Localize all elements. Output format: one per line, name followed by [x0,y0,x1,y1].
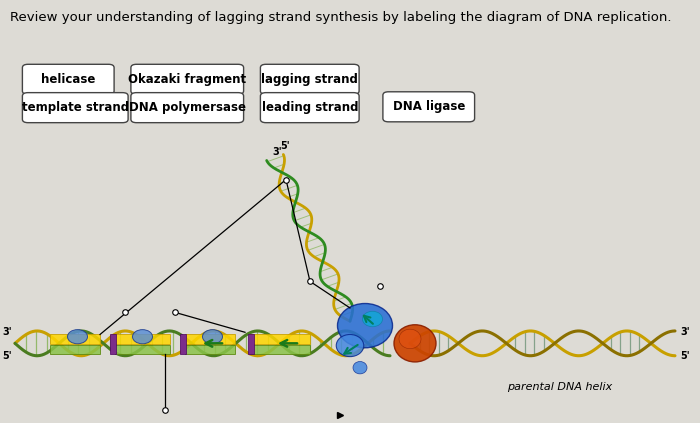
Bar [110,335,116,354]
Bar [115,345,170,354]
Text: lagging strand: lagging strand [261,73,358,86]
Bar [185,335,235,344]
Text: DNA ligase: DNA ligase [393,100,465,113]
Bar [185,345,235,354]
Ellipse shape [363,311,382,327]
Text: 3': 3' [272,147,282,157]
Circle shape [399,329,421,349]
Ellipse shape [132,330,153,344]
Bar [115,335,170,344]
Bar [50,345,100,354]
FancyBboxPatch shape [131,93,244,123]
Text: template strand: template strand [22,101,129,114]
Circle shape [394,325,436,362]
Text: 3': 3' [680,327,689,337]
FancyBboxPatch shape [131,64,244,94]
Text: parental DNA helix: parental DNA helix [508,382,612,392]
Bar [50,335,100,344]
FancyBboxPatch shape [260,64,359,94]
Text: helicase: helicase [41,73,95,86]
FancyBboxPatch shape [383,92,475,122]
Text: Review your understanding of lagging strand synthesis by labeling the diagram of: Review your understanding of lagging str… [10,11,672,24]
Text: 3': 3' [3,327,12,337]
Ellipse shape [202,330,223,344]
Bar [248,335,253,354]
Text: 5': 5' [680,351,689,361]
Bar [180,335,186,354]
Text: Okazaki fragment: Okazaki fragment [128,73,246,86]
FancyBboxPatch shape [22,64,114,94]
Ellipse shape [337,304,393,348]
Ellipse shape [67,330,88,344]
FancyBboxPatch shape [260,93,359,123]
Text: 5': 5' [3,351,12,361]
Text: leading strand: leading strand [262,101,358,114]
Bar [250,335,310,344]
Ellipse shape [336,335,364,357]
Circle shape [353,362,367,374]
FancyBboxPatch shape [22,93,128,123]
Text: DNA polymersase: DNA polymersase [129,101,246,114]
Bar [250,345,310,354]
Text: 5': 5' [280,140,290,151]
